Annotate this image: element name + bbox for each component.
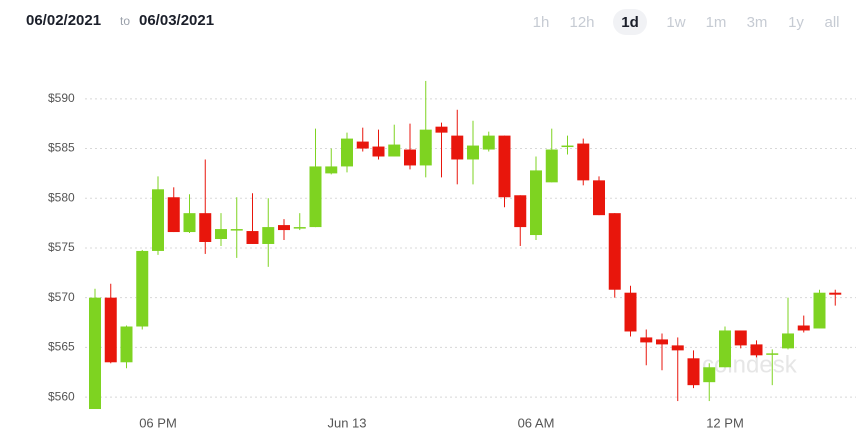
candle-body <box>656 339 668 345</box>
candle-body <box>467 145 479 160</box>
candle-body <box>545 149 558 183</box>
candle-body <box>593 180 605 216</box>
candle-body <box>498 135 511 198</box>
candle-body <box>341 138 353 167</box>
candle-body <box>577 143 590 181</box>
x-tick-label: 12 PM <box>706 415 744 430</box>
candle-body <box>309 166 322 228</box>
candle-body <box>687 358 700 386</box>
x-tick-label: 06 PM <box>139 415 177 430</box>
candle-body <box>766 353 779 355</box>
candle-body <box>671 345 684 351</box>
candle-body <box>419 129 432 166</box>
candle-body <box>183 213 196 233</box>
candle-body <box>199 213 212 242</box>
candle-body <box>356 141 369 149</box>
candle-body <box>734 330 747 346</box>
candle-body <box>813 292 826 329</box>
candle-body <box>530 170 542 236</box>
candle-body <box>262 227 275 244</box>
selected-pill <box>613 9 647 35</box>
date-to: 06/03/2021 <box>139 12 214 29</box>
range-button[interactable]: 1w <box>666 14 685 31</box>
candle-body <box>750 344 763 356</box>
candle-body <box>435 126 448 133</box>
date-separator: to <box>120 14 130 28</box>
x-tick-label: 06 AM <box>518 415 555 430</box>
y-tick-label: $590 <box>48 91 75 105</box>
x-tick-label: Jun 13 <box>327 415 366 430</box>
candle-body <box>278 225 290 231</box>
candle-body <box>120 326 133 363</box>
y-tick-label: $580 <box>48 190 75 204</box>
candle-body <box>561 145 574 148</box>
candle-body <box>782 333 794 349</box>
candle-body <box>152 189 164 251</box>
candle-body <box>215 229 227 240</box>
y-tick-label: $565 <box>48 340 75 354</box>
candle-body <box>230 229 243 231</box>
candle-body <box>388 144 401 157</box>
candle-body <box>325 166 338 174</box>
candle-body <box>404 149 416 166</box>
candle-body <box>797 325 810 331</box>
candle-body <box>719 330 731 368</box>
y-tick-label: $560 <box>48 389 75 403</box>
watermark: coindesk <box>702 351 798 378</box>
date-from: 06/02/2021 <box>26 12 101 29</box>
range-button[interactable]: 3m <box>747 14 768 31</box>
candle-body <box>703 367 716 383</box>
y-tick-label: $570 <box>48 290 75 304</box>
range-button[interactable]: 12h <box>569 14 594 31</box>
y-tick-label: $585 <box>48 141 75 155</box>
candle-body <box>608 213 621 290</box>
range-buttons: 1h 12h 1d 1w 1m 3m 1y all <box>533 9 840 35</box>
candle-body <box>829 292 842 295</box>
candle-body <box>167 197 180 233</box>
y-tick-label: $575 <box>48 240 75 254</box>
candle-body <box>89 297 101 410</box>
candle-body <box>624 292 637 332</box>
candle-body <box>451 135 464 160</box>
range-button[interactable]: 1y <box>788 14 804 31</box>
candle-body <box>482 135 495 150</box>
candle-body <box>246 231 259 244</box>
range-button[interactable]: 1m <box>706 14 727 31</box>
range-button[interactable]: 1h <box>533 14 550 31</box>
range-button[interactable]: 1d <box>621 14 639 31</box>
candle-body <box>136 250 149 327</box>
candle-body <box>372 146 385 157</box>
candle-body <box>640 337 653 343</box>
candle-body <box>293 227 306 229</box>
candle-body <box>514 195 527 228</box>
range-button[interactable]: all <box>824 14 839 31</box>
candle-body <box>104 297 117 363</box>
